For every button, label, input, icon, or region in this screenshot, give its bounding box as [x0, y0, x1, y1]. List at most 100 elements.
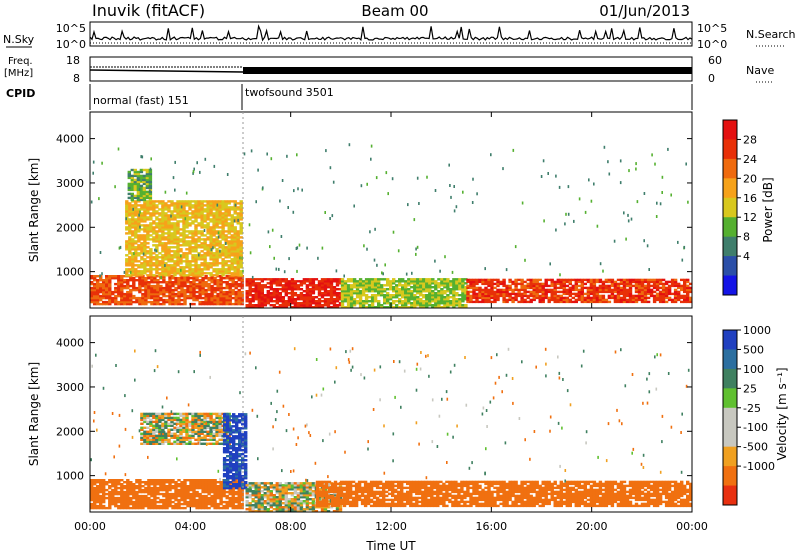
heatmap-cell — [233, 246, 237, 249]
heatmap-cell — [130, 192, 134, 196]
heatmap-cell — [137, 244, 141, 247]
heatmap-cell — [226, 485, 230, 488]
heatmap-cell — [314, 284, 319, 287]
heatmap-cell — [216, 492, 220, 496]
heatmap-cell — [93, 481, 97, 484]
heatmap-cell — [111, 292, 115, 296]
heatmap-cell — [619, 292, 624, 296]
heatmap-cell — [689, 288, 693, 292]
heatmap-cell — [221, 216, 225, 219]
heatmap-cell — [589, 292, 594, 296]
heatmap-cell — [383, 302, 387, 305]
heatmap-cell — [221, 204, 225, 207]
heatmap-cell — [535, 288, 539, 292]
heatmap-cell — [173, 224, 177, 227]
heatmap-cell — [305, 278, 310, 281]
heatmap-cell — [392, 294, 396, 297]
heatmap-cell — [102, 486, 106, 490]
heatmap-cell — [105, 284, 109, 288]
heatmap-cell — [589, 278, 594, 282]
heatmap-cell — [452, 290, 456, 293]
heatmap-cell — [532, 288, 536, 292]
heatmap-cell — [224, 218, 228, 221]
heatmap-cell — [227, 226, 231, 229]
heatmap-cell — [215, 428, 219, 431]
heatmap-cell — [200, 438, 204, 441]
heatmap-cell — [219, 279, 223, 282]
heatmap-cell — [254, 296, 258, 299]
heatmap-cell — [204, 277, 208, 280]
heatmap-cell — [93, 502, 97, 506]
heatmap-cell — [610, 294, 615, 298]
heatmap-cell — [245, 284, 249, 287]
heatmap-cell — [191, 242, 195, 245]
heatmap-cell — [461, 284, 465, 287]
heatmap-cell — [173, 206, 177, 209]
heatmap-cell — [203, 430, 207, 433]
heatmap-cell — [462, 190, 464, 194]
heatmap-cell — [466, 278, 470, 282]
heatmap-cell — [195, 481, 199, 484]
heatmap-cell — [228, 298, 232, 302]
heatmap-cell — [431, 282, 435, 285]
heatmap-cell — [155, 418, 159, 422]
heatmap-cell — [206, 266, 210, 269]
heatmap-cell — [102, 498, 106, 502]
heatmap-cell — [225, 490, 229, 494]
heatmap-cell — [236, 260, 240, 263]
heatmap-cell — [209, 418, 213, 422]
heatmap-cell — [431, 296, 435, 299]
heatmap-cell — [493, 278, 497, 282]
heatmap-cell — [155, 226, 159, 229]
heatmap-cell — [136, 180, 141, 184]
heatmap-cell — [141, 496, 145, 500]
heatmap-cell — [140, 208, 144, 211]
heatmap-cell — [120, 496, 124, 500]
heatmap-cell — [446, 278, 450, 281]
heatmap-cell — [198, 279, 202, 282]
velocity-heatmap — [90, 347, 693, 513]
heatmap-cell — [571, 300, 575, 304]
heatmap-cell — [132, 282, 136, 286]
heatmap-cell — [222, 494, 226, 498]
heatmap-cell — [207, 288, 211, 292]
heatmap-cell — [245, 290, 249, 293]
heatmap-cell — [198, 286, 202, 290]
heatmap-cell — [134, 256, 138, 259]
heatmap-cell — [229, 463, 233, 466]
heatmap-cell — [108, 485, 112, 488]
heatmap-cell — [314, 278, 319, 281]
heatmap-cell — [391, 177, 394, 181]
heatmap-cell — [213, 488, 217, 492]
heatmap-cell — [197, 416, 201, 420]
heatmap-cell — [239, 218, 243, 221]
heatmap-cell — [197, 258, 201, 261]
heatmap-cell — [622, 290, 627, 294]
heatmap-cell — [248, 288, 252, 291]
heatmap-cell — [687, 200, 689, 204]
heatmap-cell — [136, 174, 141, 178]
heatmap-cell — [123, 300, 127, 304]
heatmap-cell — [191, 268, 195, 271]
heatmap-cell — [431, 286, 435, 289]
heatmap-cell — [538, 288, 542, 292]
heatmap-cell — [239, 214, 243, 217]
heatmap-cell — [478, 292, 482, 296]
heatmap-cell — [257, 302, 261, 305]
heatmap-cell — [407, 296, 411, 299]
heatmap-cell — [138, 483, 142, 486]
heatmap-cell — [380, 290, 384, 293]
heatmap-cell — [123, 284, 127, 288]
heatmap-cell — [182, 202, 186, 205]
heatmap-cell — [201, 284, 205, 288]
heatmap-cell — [227, 252, 231, 255]
heatmap-cell — [189, 504, 193, 508]
heatmap-cell — [93, 282, 97, 286]
heatmap-cell — [167, 442, 171, 445]
heatmap-cell — [254, 306, 258, 309]
heatmap-cell — [189, 492, 193, 496]
heatmap-cell — [266, 294, 270, 297]
heatmap-cell — [419, 294, 423, 297]
heatmap-cell — [353, 204, 355, 208]
heatmap-cell — [203, 264, 207, 267]
